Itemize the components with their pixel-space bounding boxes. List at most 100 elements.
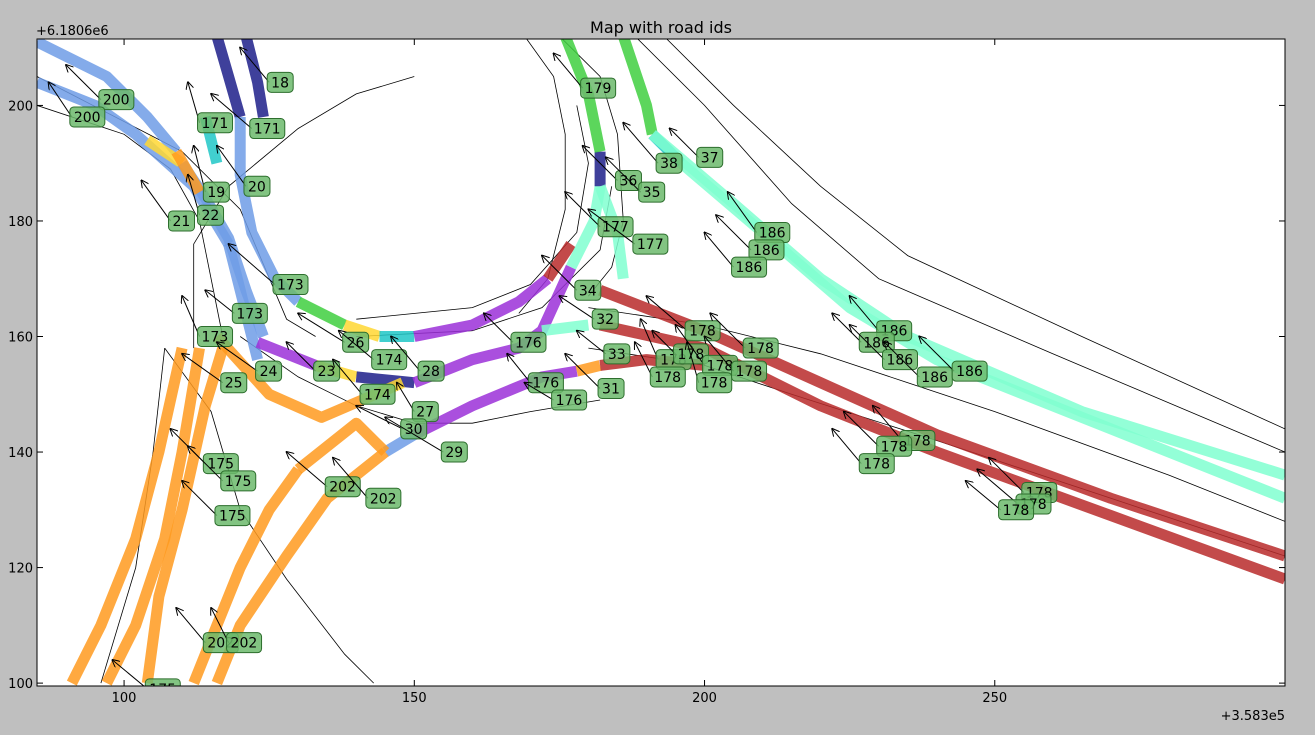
label-arrow [832,313,862,343]
road-id-label-box [168,210,196,232]
road-id-label-box [197,204,225,226]
road-id-label-box [591,308,619,330]
road-id-label-box [551,389,588,411]
label-arrow [176,608,206,643]
road-id-label: 19 [207,185,225,201]
road-id-label: 176 [515,335,542,351]
road-id-label: 186 [921,370,948,386]
road-segment [543,241,576,282]
label-arrow [391,337,421,372]
label-arrow [844,412,880,447]
y-tick-label: 120 [8,562,33,577]
label-arrow [287,342,316,372]
road-id-label-box [214,505,251,527]
label-arrow [188,446,224,482]
label-arrow [565,354,601,389]
road-id-label-box [440,441,468,463]
road-id-label: 23 [318,364,336,380]
y-tick-label: 140 [8,446,33,461]
road-id-label-box [266,71,294,93]
road-id-label: 175 [207,457,234,473]
label-arrow [182,296,200,337]
label-arrow [211,94,253,129]
y-offset-label: +6.1806e6 [36,24,109,39]
road-segment [355,371,415,389]
label-arrow [229,244,276,285]
road-id-label: 20 [248,179,266,195]
road-id-label-box [649,366,686,388]
road-id-label: 179 [585,81,612,97]
road-id-label: 26 [347,335,365,351]
label-arrow [182,354,224,384]
y-tick-label: 200 [8,99,33,114]
label-arrow [542,256,578,291]
label-arrow [141,181,171,222]
label-arrow [588,209,636,245]
road-outline [637,39,1285,453]
road-id-label: 175 [149,682,176,698]
road-id-label-box [951,360,988,382]
road-id-label: 202 [370,491,397,507]
road-id-label: 177 [637,237,664,253]
road-id-label: 186 [759,226,786,242]
x-offset-label: +3.583e5 [1221,709,1285,724]
label-arrow [298,313,345,343]
road-id-label: 35 [643,185,661,201]
road-id-label-box [324,476,361,498]
road-id-label: 34 [579,283,597,299]
road-id-label-box [69,106,106,128]
label-arrow [577,331,607,355]
road-id-label-box [272,274,309,296]
y-tick-label: 160 [8,331,33,346]
road-segment [101,347,205,686]
road-id-label: 178 [736,364,763,380]
road-segment [618,39,658,136]
road-outline [666,39,1285,430]
road-id-label: 32 [596,312,614,328]
road-id-label-box [255,360,283,382]
road-segment [541,319,590,337]
label-arrow [66,65,102,101]
x-tick-label: 250 [982,691,1007,706]
road-id-label-box [98,89,135,111]
road-segment [212,39,246,119]
road-id-label-box [632,233,669,255]
label-arrow [333,360,363,395]
label-arrow [652,331,676,355]
road-id-label: 173 [202,330,229,346]
road-id-label: 174 [376,353,403,369]
road-id-label-box [580,77,617,99]
label-arrow [287,452,328,488]
label-arrow [873,406,903,441]
label-arrow [641,319,659,360]
road-id-label: 200 [103,93,130,109]
road-id-label-box [365,487,402,509]
road-id-label-box [638,181,666,203]
road-id-label-box [417,360,445,382]
road-id-label: 175 [225,474,252,490]
road-id-label: 22 [202,208,220,224]
label-arrow [240,48,270,83]
label-arrow [989,458,1025,493]
road-id-label: 29 [445,445,463,461]
label-arrow [182,481,218,516]
road-segment [212,332,365,423]
road-segment [241,39,269,118]
road-id-label: 31 [602,381,620,397]
road-id-label-box [655,152,683,174]
road-id-label: 27 [416,405,434,421]
label-arrow [670,129,700,158]
road-id-label-box [359,383,396,405]
road-id-label-box [597,216,634,238]
x-tick-label: 150 [402,691,427,706]
road-id-label-box [881,349,918,371]
road-id-label-box [371,349,408,371]
road-id-label: 25 [225,376,243,392]
label-arrow [966,481,1001,511]
label-arrow [716,215,752,251]
road-id-label-box [226,632,263,654]
label-arrow [217,146,247,187]
label-arrow [205,290,235,314]
road-id-label-box [696,146,724,168]
